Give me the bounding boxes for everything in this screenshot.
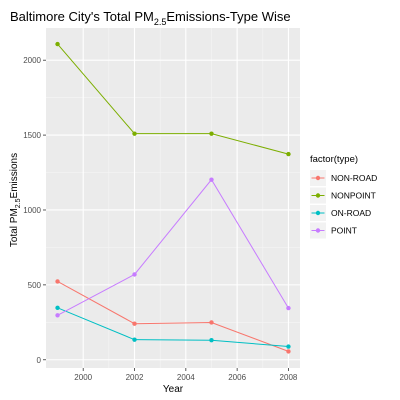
data-point-on-road: [132, 337, 137, 342]
data-point-nonpoint: [55, 41, 60, 47]
legend-label: NON-ROAD: [331, 173, 377, 183]
chart-title-subscript: 2.5: [154, 17, 167, 27]
data-point-non-road: [209, 320, 214, 325]
legend-item-on-road: ON-ROAD: [310, 205, 371, 221]
y-tick-label: 1500: [23, 131, 41, 140]
legend-label: NONPOINT: [331, 191, 376, 201]
series-nonpoint: [55, 41, 291, 157]
legend-label: ON-ROAD: [331, 208, 371, 218]
data-point-non-road: [132, 321, 137, 326]
series-layer: [55, 41, 291, 354]
y-tick-label: 500: [28, 281, 42, 290]
x-tick-label: 2006: [228, 373, 246, 382]
y-tick-label: 0: [37, 356, 42, 365]
chart-title-suffix: Emissions-Type Wise: [166, 9, 290, 24]
data-point-point: [132, 272, 137, 277]
legend-item-nonpoint: NONPOINT: [310, 187, 376, 204]
legend-key-point: [315, 228, 321, 233]
x-tick-label: 2008: [280, 373, 298, 382]
gridlines: [46, 28, 300, 368]
series-line-point: [57, 178, 289, 316]
x-tick-label: 2004: [177, 373, 195, 382]
legend-key-point: [315, 175, 321, 181]
plot-panel: [46, 28, 300, 368]
legend-key-point: [315, 193, 321, 198]
series-on-road: [55, 305, 291, 349]
legend-item-point: POINT: [310, 222, 357, 239]
y-axis-title-prefix: Total PM: [9, 208, 20, 247]
x-tick-label: 2002: [126, 373, 144, 382]
x-tick-label: 2000: [74, 373, 92, 382]
legend-item-non-road: NON-ROAD: [310, 170, 377, 186]
data-point-nonpoint: [286, 151, 291, 157]
series-point: [55, 177, 291, 318]
series-non-road: [55, 279, 291, 354]
x-axis-title: Year: [163, 384, 184, 395]
y-axis-title: Total PM2.5Emissions: [9, 153, 22, 247]
data-point-point: [55, 313, 60, 318]
x-axis: 2000 2002 2004 2006 2008: [74, 368, 298, 382]
y-tick-label: 1000: [23, 206, 41, 215]
data-point-nonpoint: [132, 131, 137, 136]
legend-label: POINT: [331, 226, 357, 236]
data-point-on-road: [55, 305, 60, 311]
series-line-on-road: [57, 307, 289, 348]
data-point-point: [286, 305, 291, 311]
data-point-point: [209, 177, 214, 182]
data-point-on-road: [286, 344, 291, 349]
data-point-nonpoint: [209, 131, 214, 136]
legend: factor(type) NON-ROAD NONPOINT ON-ROAD POIN…: [310, 154, 377, 239]
y-axis: 0 500 1000 1500 2000: [23, 56, 46, 365]
data-point-non-road: [286, 349, 291, 354]
series-line-nonpoint: [57, 43, 289, 155]
series-line-non-road: [57, 281, 289, 352]
data-point-non-road: [55, 279, 60, 284]
y-axis-title-subscript: 2.5: [15, 198, 22, 208]
chart-title: Baltimore City's Total PM2.5Emissions-Ty…: [10, 9, 291, 27]
legend-key-point: [315, 210, 321, 216]
chart-title-prefix: Baltimore City's Total PM: [10, 9, 154, 24]
y-tick-label: 2000: [23, 56, 41, 65]
data-point-on-road: [209, 338, 214, 343]
y-axis-title-suffix: Emissions: [9, 153, 20, 199]
legend-title: factor(type): [310, 154, 358, 165]
